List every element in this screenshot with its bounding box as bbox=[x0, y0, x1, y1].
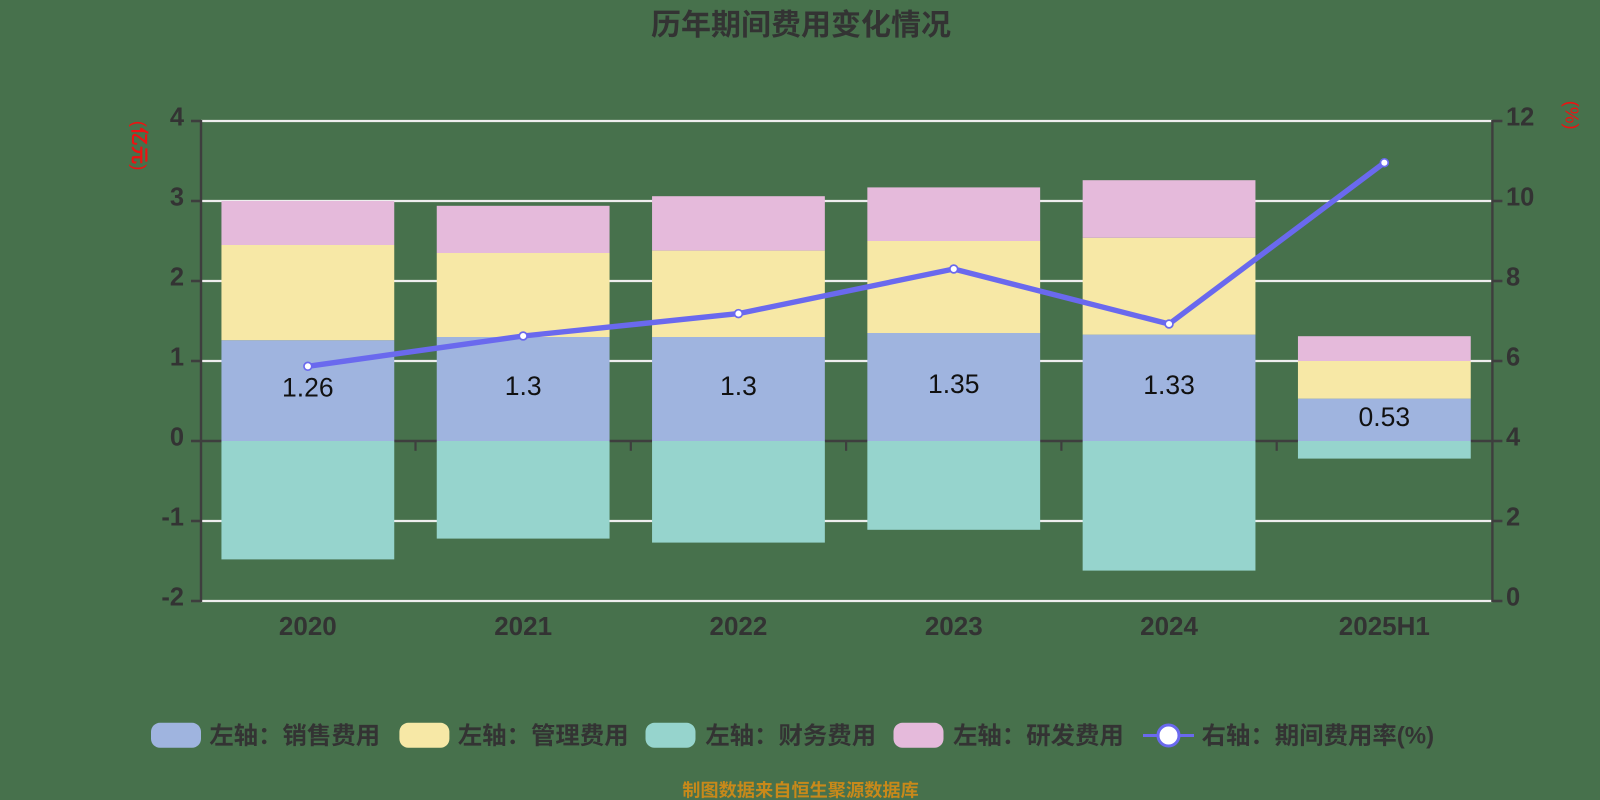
svg-text:10: 10 bbox=[1506, 184, 1534, 212]
svg-text:(: ( bbox=[129, 121, 150, 128]
svg-text:1.3: 1.3 bbox=[505, 371, 542, 401]
svg-text:2020: 2020 bbox=[279, 611, 337, 641]
svg-text:1.35: 1.35 bbox=[928, 369, 980, 399]
svg-text:2023: 2023 bbox=[925, 611, 983, 641]
svg-text:(%): (%) bbox=[1397, 723, 1434, 750]
svg-text:0: 0 bbox=[170, 424, 184, 452]
svg-text:6: 6 bbox=[1506, 344, 1520, 372]
svg-text:2021: 2021 bbox=[494, 611, 552, 641]
svg-text:2: 2 bbox=[170, 264, 184, 292]
svg-text:2022: 2022 bbox=[710, 611, 768, 641]
svg-text:0: 0 bbox=[1506, 584, 1520, 612]
svg-text:(%): (%) bbox=[1561, 101, 1582, 130]
svg-text:1.26: 1.26 bbox=[282, 373, 334, 403]
svg-text:1.33: 1.33 bbox=[1143, 370, 1195, 400]
svg-text:8: 8 bbox=[1506, 264, 1520, 292]
svg-text:2024: 2024 bbox=[1140, 611, 1198, 641]
svg-text:0.53: 0.53 bbox=[1359, 402, 1411, 432]
svg-text:3: 3 bbox=[170, 184, 184, 212]
svg-text:4: 4 bbox=[170, 104, 185, 132]
svg-text:-1: -1 bbox=[161, 504, 184, 532]
svg-text:4: 4 bbox=[1506, 424, 1521, 452]
svg-text:1: 1 bbox=[170, 344, 184, 372]
svg-text:): ) bbox=[129, 164, 150, 170]
svg-text:1.3: 1.3 bbox=[720, 371, 757, 401]
svg-text:12: 12 bbox=[1506, 104, 1534, 132]
svg-text:2: 2 bbox=[1506, 504, 1520, 532]
svg-text:2025H1: 2025H1 bbox=[1339, 611, 1430, 641]
svg-text:-2: -2 bbox=[161, 584, 184, 612]
